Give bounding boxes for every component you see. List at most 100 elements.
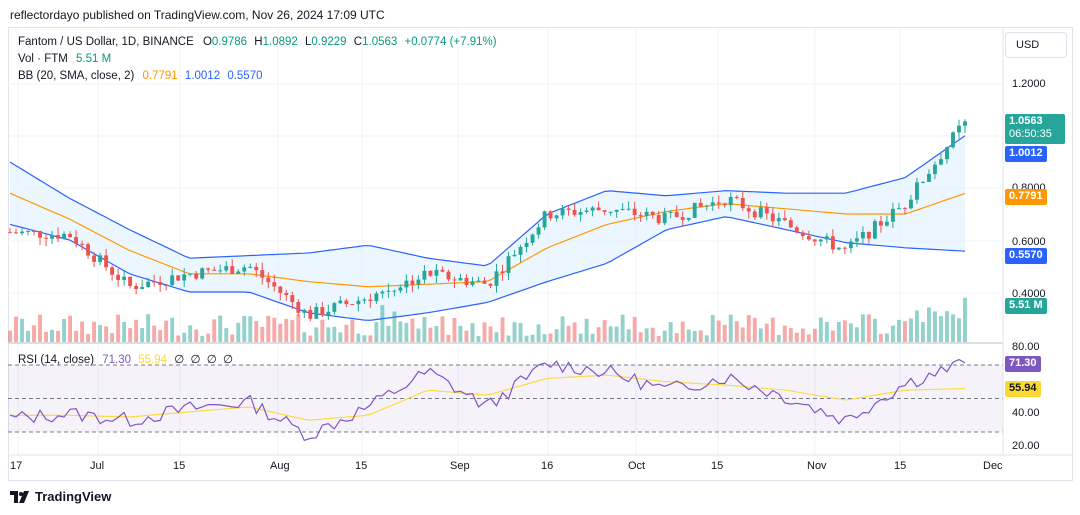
bb-lower-line bbox=[9, 216, 966, 321]
xtick-sep-16: 16 bbox=[541, 460, 554, 472]
candle-body bbox=[302, 309, 307, 313]
volume-bar bbox=[764, 323, 769, 342]
volume-bar bbox=[758, 328, 763, 342]
candle-body bbox=[446, 271, 451, 280]
open-label: O bbox=[202, 36, 212, 48]
rsi-label[interactable]: RSI (14, close) bbox=[18, 354, 95, 366]
candle-body bbox=[38, 231, 42, 238]
volume-bar bbox=[927, 307, 931, 342]
volume-bar bbox=[884, 333, 889, 342]
high-label: H bbox=[254, 36, 263, 48]
candle-body bbox=[236, 271, 241, 274]
candle-body bbox=[830, 236, 835, 250]
volume-bar bbox=[14, 316, 18, 342]
candle-body bbox=[392, 290, 397, 292]
volume-bar bbox=[632, 316, 637, 342]
candle-body bbox=[116, 274, 121, 280]
candle-body bbox=[848, 241, 853, 249]
candle-body bbox=[554, 215, 559, 219]
volume-bar bbox=[680, 321, 685, 342]
volume-bar bbox=[212, 319, 217, 342]
volume-bar bbox=[794, 332, 799, 342]
volume-label[interactable]: Vol · FTM bbox=[18, 53, 68, 65]
candle-body bbox=[272, 282, 277, 287]
bb-upper-tag: 1.0012 bbox=[1005, 146, 1047, 162]
volume-bar bbox=[812, 328, 817, 342]
candle-body bbox=[842, 247, 847, 249]
candle-body bbox=[182, 274, 187, 281]
candle-body bbox=[740, 197, 745, 209]
volume-bar bbox=[860, 314, 865, 342]
volume-bar bbox=[338, 332, 343, 342]
candle-body bbox=[818, 239, 823, 242]
candle-body bbox=[746, 208, 751, 212]
candle-body bbox=[506, 256, 511, 274]
candle-body bbox=[933, 164, 937, 174]
tradingview-logo[interactable]: TradingView bbox=[10, 489, 111, 504]
close-value: 1.0563 bbox=[362, 36, 398, 48]
volume-bar bbox=[945, 311, 949, 342]
ytick-0-6: 0.6000 bbox=[1012, 236, 1046, 248]
volume-bar bbox=[614, 326, 619, 342]
candle-body bbox=[728, 197, 733, 206]
low-value: 0.9229 bbox=[311, 36, 347, 48]
candle-body bbox=[770, 213, 775, 222]
rsi-tick-80: 80.00 bbox=[1012, 341, 1040, 353]
currency-selector[interactable]: USD bbox=[1005, 32, 1067, 58]
volume-bar bbox=[566, 325, 571, 342]
volume-bar bbox=[320, 319, 325, 342]
candle-body bbox=[422, 270, 427, 280]
symbol-title[interactable]: Fantom / US Dollar, 1D, BINANCE bbox=[18, 36, 194, 48]
candle-body bbox=[14, 232, 18, 234]
volume-bar bbox=[200, 335, 205, 342]
volume-bar bbox=[890, 325, 895, 342]
candle-body bbox=[326, 311, 331, 316]
volume-bar bbox=[686, 329, 691, 342]
candle-body bbox=[518, 247, 523, 255]
volume-bar bbox=[362, 335, 367, 342]
candle-body bbox=[957, 125, 961, 133]
xtick-oct-15: 15 bbox=[711, 460, 724, 472]
volume-bar bbox=[260, 326, 265, 342]
candle-body bbox=[620, 208, 625, 210]
candle-body bbox=[494, 271, 499, 286]
bb-label[interactable]: BB (20, SMA, close, 2) bbox=[18, 70, 135, 82]
candle-body bbox=[915, 182, 919, 200]
volume-bar bbox=[770, 317, 775, 342]
volume-bar bbox=[512, 322, 517, 342]
volume-bar bbox=[776, 335, 781, 342]
xtick-jul: Jul bbox=[90, 460, 105, 472]
candle-body bbox=[350, 304, 355, 306]
candle-body bbox=[176, 275, 181, 281]
candle-body bbox=[674, 211, 679, 218]
candle-body bbox=[158, 281, 163, 285]
candle-body bbox=[86, 244, 91, 256]
volume-bar bbox=[722, 324, 727, 342]
volume-bar bbox=[374, 322, 379, 342]
candle-body bbox=[752, 211, 757, 218]
volume-bar bbox=[344, 324, 349, 342]
rsi-tag: 71.30 bbox=[1005, 356, 1041, 372]
volume-bar bbox=[98, 325, 103, 342]
volume-bar bbox=[698, 330, 703, 342]
candle-body bbox=[884, 221, 889, 226]
rsi-empty-1: ∅ bbox=[174, 354, 185, 366]
volume-bar bbox=[302, 332, 307, 342]
candle-body bbox=[68, 233, 73, 238]
volume-bar bbox=[446, 334, 451, 342]
candle-body bbox=[866, 231, 871, 239]
candle-body bbox=[428, 270, 433, 276]
volume-bar bbox=[458, 325, 463, 342]
candle-body bbox=[560, 208, 565, 216]
candle-body bbox=[650, 211, 655, 216]
volume-bar bbox=[951, 314, 955, 342]
chart-frame bbox=[8, 27, 1073, 481]
volume-bars bbox=[8, 297, 967, 342]
volume-bar bbox=[554, 329, 559, 342]
volume-bar bbox=[788, 328, 793, 342]
volume-bar bbox=[578, 333, 583, 342]
candle-body bbox=[614, 209, 619, 212]
tradingview-logo-icon bbox=[10, 490, 29, 503]
volume-bar bbox=[206, 333, 211, 342]
